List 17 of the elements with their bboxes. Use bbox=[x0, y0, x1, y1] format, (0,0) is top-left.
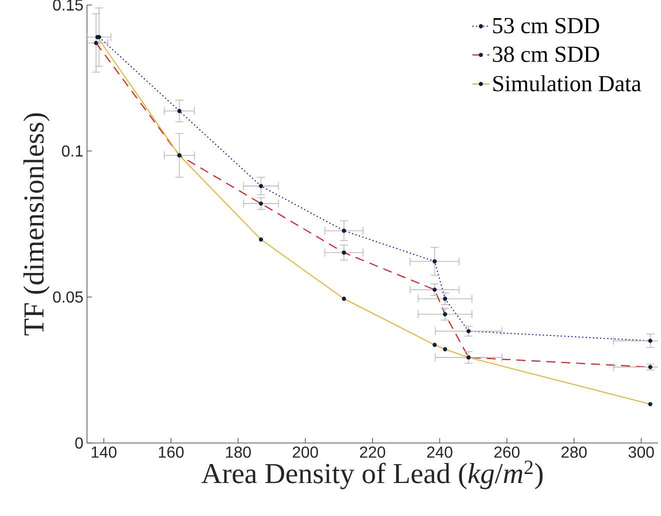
x-tick-label: 140 bbox=[92, 446, 116, 458]
x-tick-label: 260 bbox=[494, 446, 520, 458]
x-tick-label: 200 bbox=[292, 446, 318, 458]
x-tick-label: 220 bbox=[360, 446, 386, 458]
x-tick-label: 300 bbox=[628, 446, 654, 458]
y-tick-label: 0 bbox=[75, 437, 83, 449]
legend-label: 53 cm SDD bbox=[493, 18, 600, 34]
x-tick-label: 180 bbox=[226, 446, 251, 458]
x-tick-label: 280 bbox=[562, 446, 587, 458]
y-tick-label: 0.1 bbox=[62, 145, 83, 157]
legend-label: Simulation Data bbox=[493, 75, 642, 92]
legend-label: 38 cm SDD bbox=[492, 46, 600, 62]
x-axis-title: Area Density of Lead (kg/m$^{2}$) bbox=[201, 460, 543, 490]
x-tick-label: 160 bbox=[158, 446, 184, 458]
y-axis-title: TF (dimensionless) bbox=[23, 113, 50, 336]
y-tick-label: 0.05 bbox=[53, 291, 83, 303]
x-tick-label: 240 bbox=[427, 446, 452, 458]
